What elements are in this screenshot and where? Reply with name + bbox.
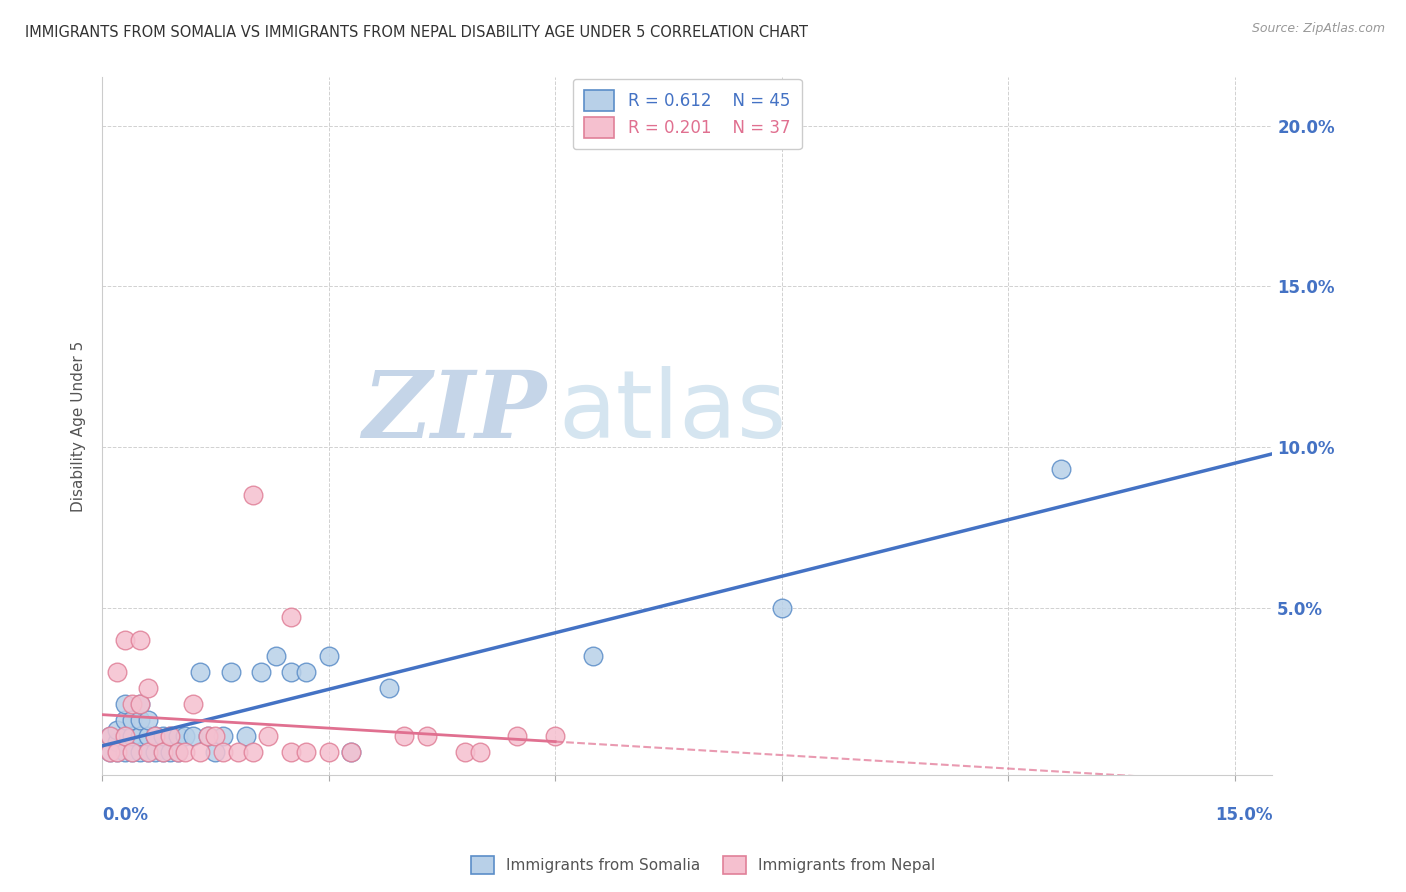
Point [197,729,219,743]
Point [121,745,143,759]
Point [340,745,363,759]
Point [98,729,121,743]
Point [280,745,302,759]
Point [340,745,363,759]
Point [159,745,181,759]
Point [129,745,152,759]
Point [136,713,159,727]
Point [197,729,219,743]
Point [114,713,136,727]
Point [188,745,211,759]
Point [257,729,280,743]
Point [212,745,235,759]
Point [378,681,401,695]
Text: 0.0%: 0.0% [103,806,148,824]
Point [468,745,491,759]
Point [166,745,188,759]
Point [121,745,143,759]
Point [152,745,174,759]
Point [1050,462,1073,476]
Point [136,681,159,695]
Point [114,729,136,743]
Point [235,729,257,743]
Point [188,665,211,679]
Point [143,745,166,759]
Point [181,729,204,743]
Point [318,648,340,663]
Point [129,632,152,647]
Point [280,665,302,679]
Point [121,697,143,711]
Text: IMMIGRANTS FROM SOMALIA VS IMMIGRANTS FROM NEPAL DISABILITY AGE UNDER 5 CORRELAT: IMMIGRANTS FROM SOMALIA VS IMMIGRANTS FR… [25,25,808,40]
Point [212,729,235,743]
Point [114,632,136,647]
Point [174,729,197,743]
Point [318,745,340,759]
Point [98,745,121,759]
Point [181,697,204,711]
Point [105,745,128,759]
Point [204,745,226,759]
Point [453,745,475,759]
Point [544,729,567,743]
Point [166,745,188,759]
Point [114,697,136,711]
Point [136,745,159,759]
Point [98,729,121,743]
Point [143,729,166,743]
Point [152,729,174,743]
Text: Source: ZipAtlas.com: Source: ZipAtlas.com [1251,22,1385,36]
Point [105,745,128,759]
Point [105,723,128,737]
Point [295,665,318,679]
Point [136,729,159,743]
Text: ZIP: ZIP [363,368,547,457]
Point [159,729,181,743]
Point [280,610,302,624]
Point [152,745,174,759]
Point [129,697,152,711]
Point [295,745,318,759]
Point [242,745,264,759]
Point [264,648,287,663]
Point [506,729,529,743]
Point [143,729,166,743]
Point [114,729,136,743]
Point [166,729,188,743]
Point [129,729,152,743]
Point [249,665,271,679]
Text: atlas: atlas [558,366,787,458]
Point [121,713,143,727]
Y-axis label: Disability Age Under 5: Disability Age Under 5 [72,341,86,512]
Point [174,745,197,759]
Point [242,488,264,502]
Point [98,745,121,759]
Point [114,745,136,759]
Point [105,665,128,679]
Text: 15.0%: 15.0% [1215,806,1272,824]
Point [416,729,439,743]
Point [770,600,793,615]
Point [159,729,181,743]
Point [582,648,605,663]
Point [392,729,415,743]
Point [129,697,152,711]
Legend: R = 0.612    N = 45, R = 0.201    N = 37: R = 0.612 N = 45, R = 0.201 N = 37 [572,78,801,150]
Point [129,713,152,727]
Point [226,745,249,759]
Legend: Immigrants from Somalia, Immigrants from Nepal: Immigrants from Somalia, Immigrants from… [464,850,942,880]
Point [204,729,226,743]
Point [105,735,128,749]
Point [136,745,159,759]
Point [121,729,143,743]
Point [219,665,242,679]
